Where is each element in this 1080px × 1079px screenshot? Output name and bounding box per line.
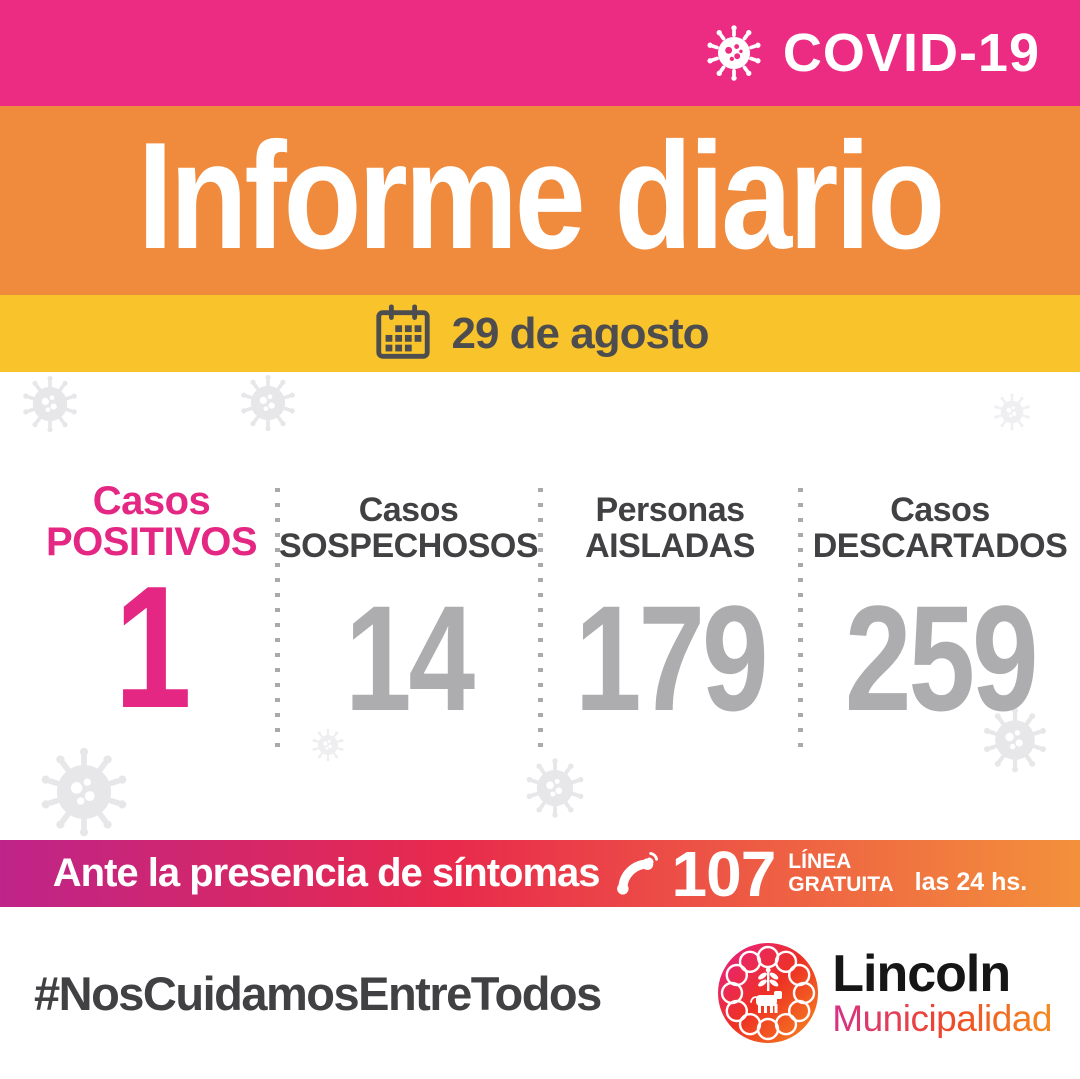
dotted-divider [275,488,280,756]
hashtag: #NosCuidamosEntreTodos [34,966,602,1020]
cow-icon [750,991,783,1013]
isolated-people-value: 179 [574,573,769,742]
dotted-divider [538,488,543,756]
lincoln-logo-icon [718,943,819,1043]
stat-label: Personas AISLADAS [585,491,755,565]
phone-icon [616,851,658,895]
virus-icon [707,25,761,81]
positive-cases-value: 1 [114,549,191,745]
date-bar: 29 de agosto [0,295,1080,372]
hotline-hours: las 24 hs. [914,868,1028,896]
page-title: Informe diario [137,110,946,281]
stat-label: Casos POSITIVOS [45,478,258,565]
hotline-message: Ante la presencia de síntomas [52,851,601,895]
discarded-cases-value: 259 [844,573,1039,742]
report-date: 29 de agosto [451,308,710,358]
stat-discarded-cases: Casos DESCARTADOS 259 [800,484,1080,840]
stat-suspected-cases: Casos SOSPECHOSOS 14 [277,484,540,840]
brand-subtitle: Municipalidad [832,997,1052,1039]
wheat-icon [758,967,779,991]
stat-isolated-people: Personas AISLADAS 179 [540,484,800,840]
stat-label: Casos SOSPECHOSOS [278,491,539,565]
suspected-cases-value: 14 [344,573,475,742]
brand-name: Lincoln [832,944,1011,1003]
stat-positive-cases: Casos POSITIVOS 1 [0,478,277,840]
hotline-bar: Ante la presencia de síntomas 107 LÍNEA … [0,840,1080,907]
calendar-icon [375,303,430,359]
dotted-divider [798,488,803,756]
stat-label: Casos DESCARTADOS [812,491,1068,565]
brand-text: Lincoln Municipalidad [832,948,1052,1039]
footer: #NosCuidamosEntreTodos [0,907,1080,1079]
hotline-free-label: LÍNEA GRATUITA [788,850,894,896]
covid-header-bar: COVID-19 [0,0,1080,106]
lincoln-logo: Lincoln Municipalidad [718,943,1052,1043]
stats-section: Casos POSITIVOS 1 Casos SOSPECHOSOS 14 P… [0,372,1080,840]
covid-label: COVID-19 [782,23,1040,83]
hotline-number: 107 [671,837,777,910]
banner: Informe diario [0,106,1080,295]
